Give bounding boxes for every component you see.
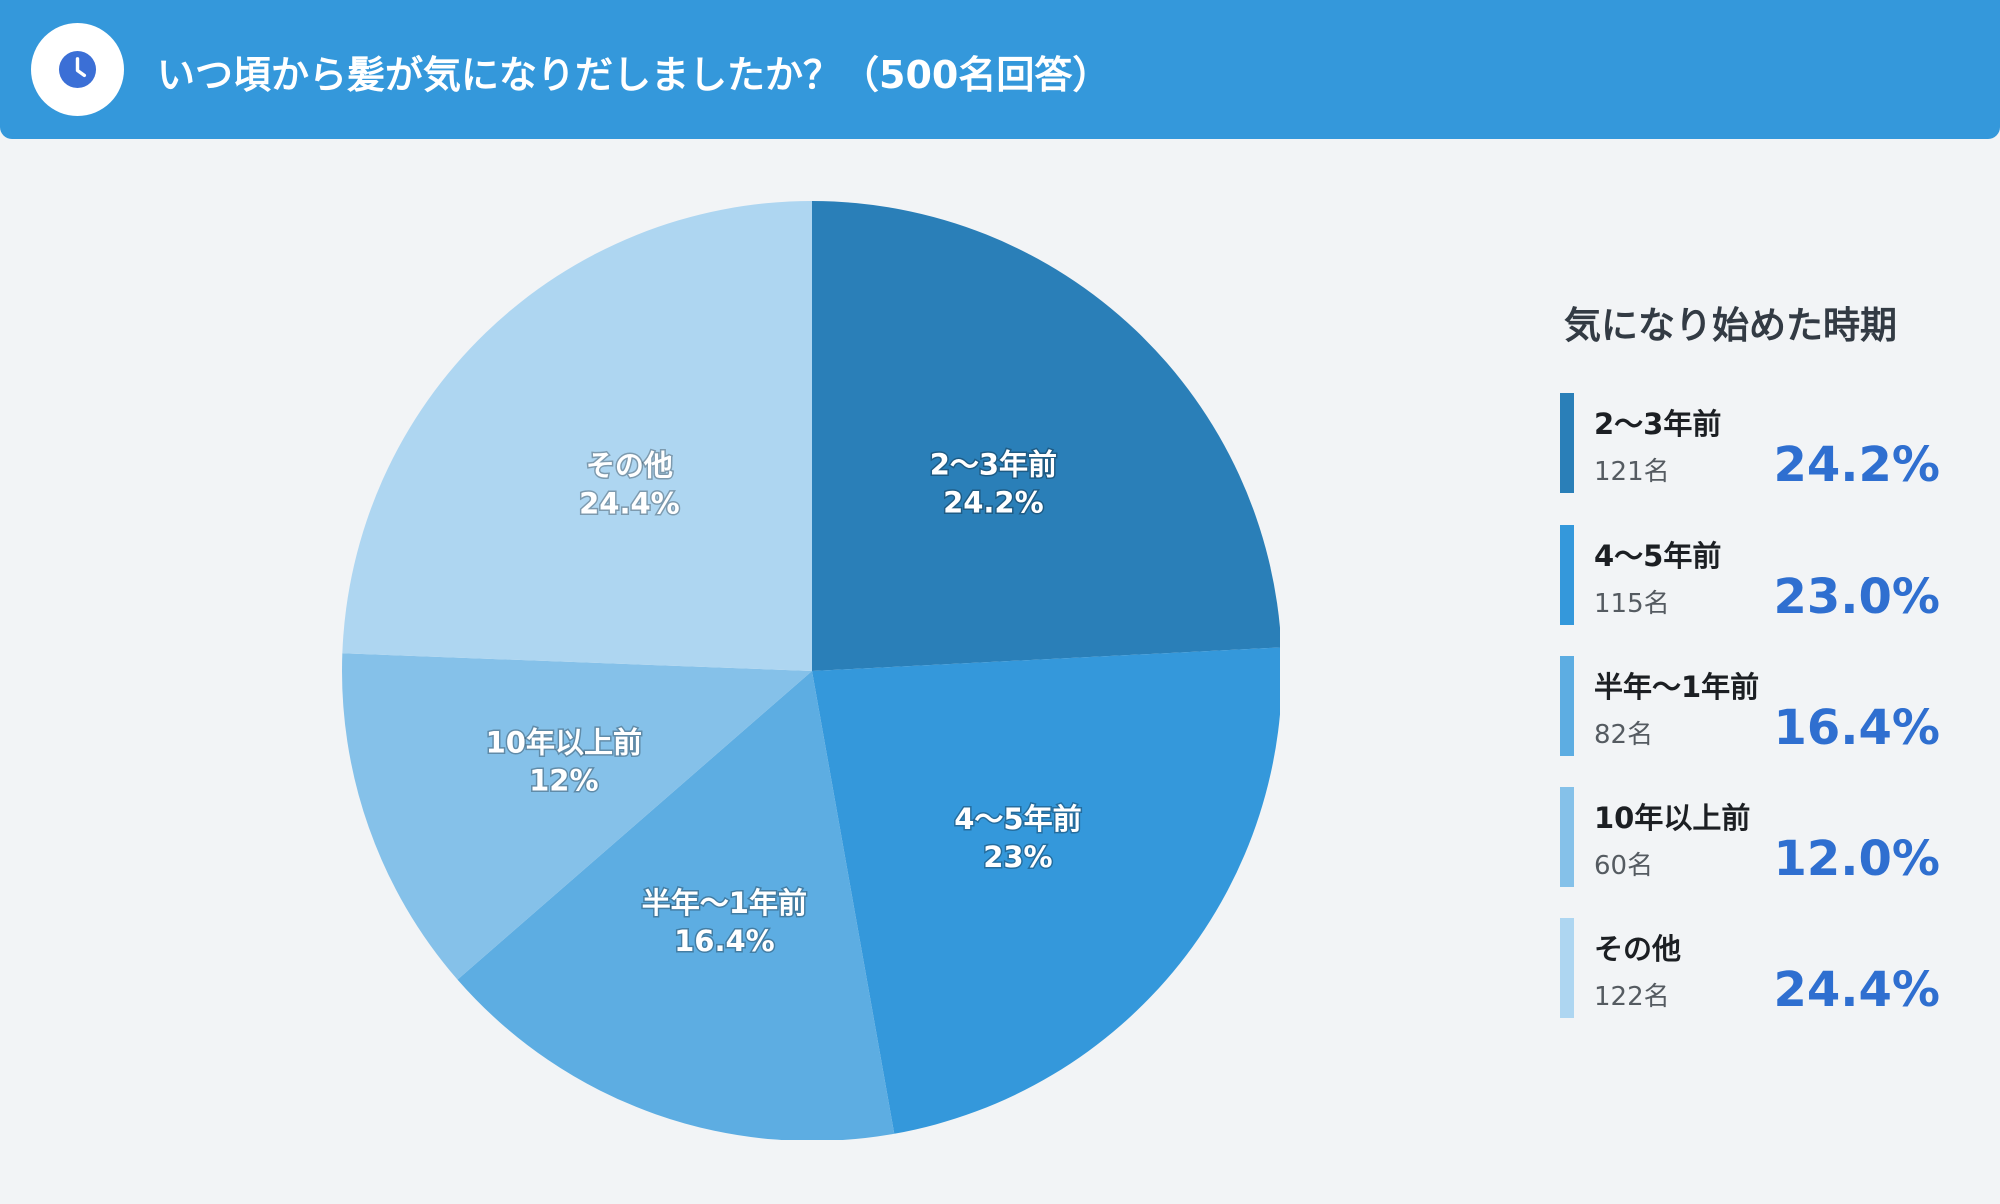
legend-item-label: 4〜5年前 xyxy=(1594,539,1722,573)
legend-item-label: その他 xyxy=(1594,932,1682,966)
slice-label-percent: 24.2% xyxy=(943,485,1044,519)
legend-item-percent: 12.0% xyxy=(1773,831,1940,887)
legend-color-bar xyxy=(1560,918,1574,1018)
legend-item-count: 115名 xyxy=(1594,589,1670,619)
legend-color-bar xyxy=(1560,525,1574,625)
pie-chart: 2〜3年前 24.2% 4〜5年前 23% 半年〜1年前 16.4% 10年以上前 12% その… xyxy=(342,201,1280,1140)
legend-item-percent: 23.0% xyxy=(1773,569,1940,625)
slice-label-category: 半年〜1年前 xyxy=(642,886,807,920)
slice-label-percent: 23% xyxy=(983,840,1052,874)
legend-color-bar xyxy=(1560,787,1574,887)
header-icon-badge xyxy=(31,23,124,116)
legend-item-count: 60名 xyxy=(1594,851,1654,881)
pie-slice[interactable] xyxy=(342,653,812,980)
slice-label-category: 4〜5年前 xyxy=(954,802,1081,836)
legend-color-bar xyxy=(1560,656,1574,756)
legend-item-label: 10年以上前 xyxy=(1594,801,1751,835)
legend-title: 気になり始めた時期 xyxy=(1564,304,1897,347)
legend-item: 半年〜1年前 82名 16.4% xyxy=(1560,656,1940,756)
slice-label-percent: 12% xyxy=(529,764,598,798)
slice-label-category: 2〜3年前 xyxy=(930,447,1057,481)
legend-item: その他 122名 24.4% xyxy=(1560,918,1940,1018)
pie-slice[interactable] xyxy=(457,671,895,1140)
legend-item-percent: 24.4% xyxy=(1773,962,1940,1018)
clock-icon xyxy=(58,50,97,89)
legend-item-count: 121名 xyxy=(1594,457,1670,487)
legend-color-bar xyxy=(1560,393,1574,493)
header-bar: いつ頃から髪が気になりだしましたか？（500名回答） xyxy=(0,0,2000,139)
pie-slice[interactable] xyxy=(812,647,1280,1134)
page-title: いつ頃から髪が気になりだしましたか？（500名回答） xyxy=(157,53,1111,97)
pie-slice[interactable] xyxy=(342,201,812,671)
slice-label-percent: 16.4% xyxy=(674,924,775,958)
legend-item: 4〜5年前 115名 23.0% xyxy=(1560,525,1940,625)
legend: 気になり始めた時期 2〜3年前 121名 24.2% 4〜5年前 115名 23… xyxy=(1560,0,1960,1204)
legend-item-percent: 24.2% xyxy=(1773,437,1940,493)
legend-item: 10年以上前 60名 12.0% xyxy=(1560,787,1940,887)
legend-item: 2〜3年前 121名 24.2% xyxy=(1560,393,1940,493)
slice-label-percent: 24.4% xyxy=(579,486,680,520)
slice-label-category: その他 xyxy=(586,448,673,482)
slice-label-category: 10年以上前 xyxy=(486,726,642,760)
pie-slice[interactable] xyxy=(812,201,1280,671)
legend-item-label: 2〜3年前 xyxy=(1594,407,1722,441)
legend-item-count: 122名 xyxy=(1594,982,1670,1012)
legend-item-count: 82名 xyxy=(1594,720,1654,750)
legend-item-percent: 16.4% xyxy=(1773,700,1940,756)
legend-item-label: 半年〜1年前 xyxy=(1594,670,1760,704)
